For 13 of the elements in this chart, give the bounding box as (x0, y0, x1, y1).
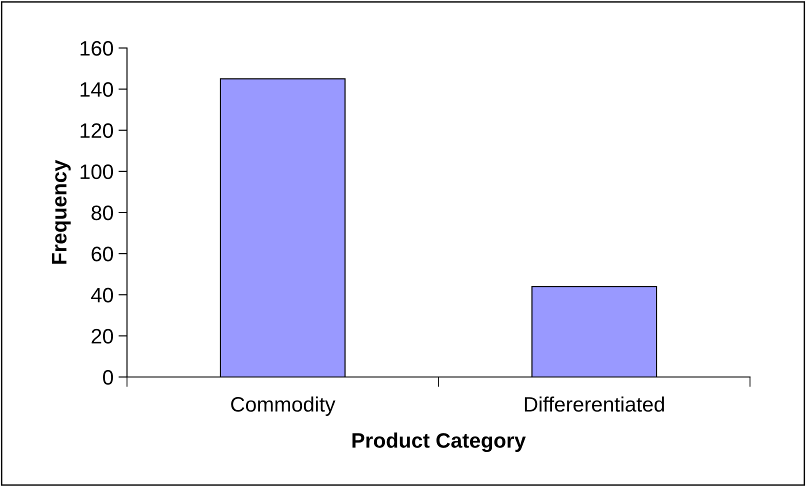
y-tick-label: 60 (92, 246, 113, 262)
x-axis-title: Product Category (352, 432, 526, 452)
x-tick-label: Differerentiated (524, 396, 664, 412)
y-axis-title: Frequency (52, 160, 71, 264)
x-tick-label: Commodity (231, 396, 336, 416)
y-tick-label: 80 (92, 206, 113, 220)
y-tick-label: 160 (80, 41, 113, 56)
y-tick-label: 0 (103, 370, 113, 385)
y-tick-label: 40 (91, 288, 113, 303)
y-tick-label: 20 (92, 328, 113, 344)
y-tick-label: 100 (80, 164, 113, 180)
y-tick-label: 140 (80, 82, 113, 97)
y-tick-label: 120 (80, 123, 113, 138)
